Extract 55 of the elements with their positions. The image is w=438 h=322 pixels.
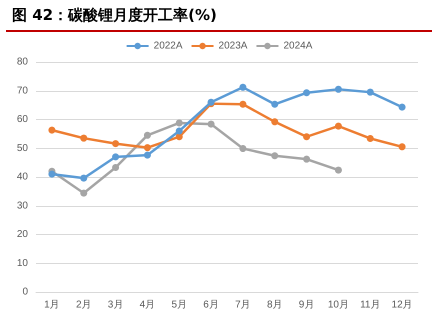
x-tick-label: 1月 — [44, 300, 60, 310]
x-tick-label: 2月 — [76, 300, 92, 310]
point — [208, 120, 215, 128]
point — [80, 134, 88, 142]
x-tick-label: 9月 — [298, 300, 314, 310]
legend-label: 2023A — [218, 40, 248, 52]
x-tick-label: 12月 — [392, 300, 413, 310]
point — [144, 132, 151, 139]
y-tick-label: 30 — [16, 200, 28, 212]
y-tick-label: 60 — [16, 114, 28, 125]
chart-title: 图 42：碳酸锂月度开工率(%) — [6, 0, 432, 32]
point — [303, 156, 310, 163]
x-tick-label: 6月 — [203, 300, 219, 310]
point — [144, 152, 151, 159]
point — [48, 170, 56, 178]
point — [239, 145, 246, 152]
point — [334, 86, 342, 93]
y-tick-label: 10 — [16, 258, 28, 269]
x-tick-label: 5月 — [171, 300, 188, 310]
x-tick-label: 4月 — [140, 300, 156, 310]
point — [398, 143, 406, 150]
point — [112, 164, 120, 172]
x-tick-label: 8月 — [266, 300, 283, 310]
point — [334, 122, 342, 130]
point — [303, 89, 310, 96]
point — [144, 144, 151, 152]
point — [112, 153, 120, 160]
y-tick-label: 20 — [16, 229, 28, 240]
x-tick-label: 11月 — [360, 300, 380, 310]
point — [80, 174, 88, 182]
point — [176, 128, 183, 134]
y-tick-label: 40 — [16, 172, 28, 182]
y-tick-label: 0 — [22, 286, 28, 298]
point — [271, 152, 278, 160]
y-tick-label: 50 — [16, 142, 28, 154]
legend-label: 2024A — [283, 40, 313, 52]
legend-label: 2022A — [154, 40, 183, 52]
y-tick-label: 80 — [16, 56, 28, 68]
point — [271, 100, 278, 108]
point — [366, 88, 374, 96]
point — [239, 100, 246, 108]
point — [80, 190, 88, 197]
point — [239, 84, 246, 91]
x-tick-label: 10月 — [328, 300, 349, 310]
point — [303, 133, 310, 140]
point — [334, 166, 342, 174]
y-tick-label: 70 — [16, 85, 28, 96]
x-tick-label: 3月 — [108, 300, 124, 310]
point — [271, 118, 278, 126]
x-tick-label: 7月 — [235, 300, 251, 310]
point — [48, 126, 56, 134]
point — [366, 134, 374, 142]
point — [112, 140, 120, 148]
point — [398, 104, 406, 111]
point — [176, 119, 183, 126]
